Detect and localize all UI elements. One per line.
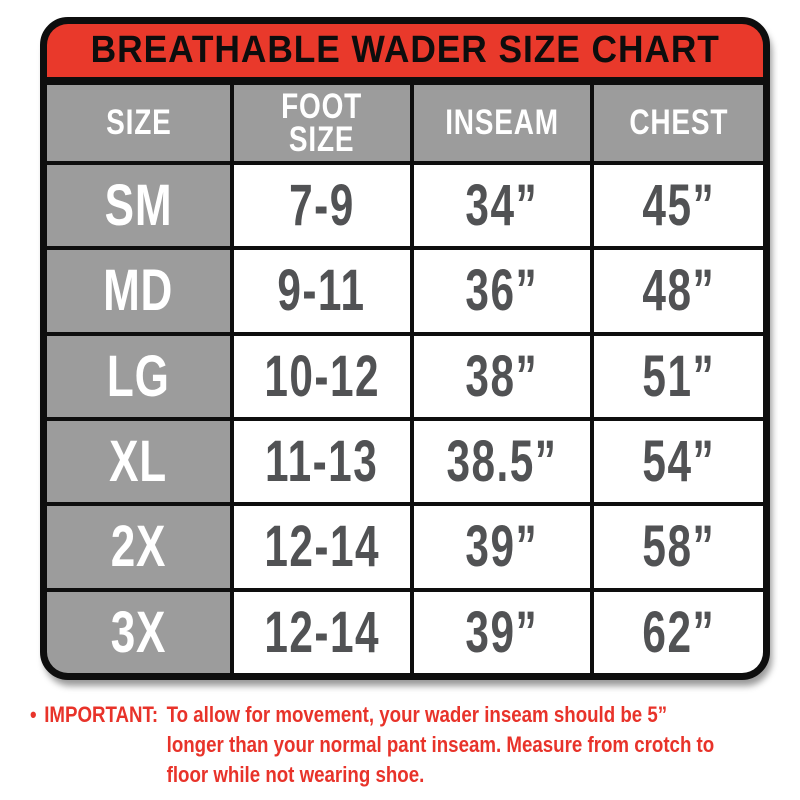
- important-note: • IMPORTANT: To allow for movement, your…: [30, 700, 714, 790]
- size-label: XL: [109, 429, 168, 495]
- note-line-3: floor while not wearing shoe.: [166, 762, 425, 787]
- header-label-foot-size: FOOT SIZE: [281, 86, 363, 159]
- header-cell-foot-size: FOOT SIZE: [233, 85, 410, 161]
- table-row-3x-foot-cell: 12-14: [233, 591, 410, 673]
- table-row-sm-size-cell: SM: [47, 165, 230, 247]
- foot-size-value: 11-13: [265, 429, 379, 495]
- header-label-size: SIZE: [105, 103, 172, 143]
- size-label: 3X: [110, 599, 167, 665]
- note-line-2: longer than your normal pant inseam. Mea…: [166, 732, 715, 757]
- table-row-xl-chest-cell: 54”: [593, 421, 763, 503]
- table-row-lg-size-cell: LG: [47, 335, 230, 417]
- size-table: SIZE FOOT SIZE INSEAM CHEST SM 7-9 34”: [47, 85, 763, 673]
- table-row-lg-foot-cell: 10-12: [233, 335, 410, 417]
- page-title: BREATHABLE WADER SIZE CHART: [90, 29, 720, 71]
- table-row-sm-foot-cell: 7-9: [233, 165, 410, 247]
- important-note-label: IMPORTANT:: [44, 702, 159, 727]
- table-row-md-chest-cell: 48”: [593, 250, 763, 332]
- table-row-3x-chest-cell: 62”: [593, 591, 763, 673]
- table-row-2x-chest-cell: 58”: [593, 506, 763, 588]
- foot-size-value: 12-14: [264, 514, 380, 580]
- important-note-text: To allow for movement, your wader inseam…: [167, 700, 715, 790]
- table-row-3x-size-cell: 3X: [47, 591, 230, 673]
- size-label: MD: [103, 258, 174, 324]
- title-banner: BREATHABLE WADER SIZE CHART: [47, 24, 763, 77]
- table-row-2x-inseam-cell: 39”: [413, 506, 590, 588]
- chest-value: 62”: [642, 599, 715, 665]
- header-cell-inseam: INSEAM: [413, 85, 590, 161]
- inseam-value: 36”: [465, 258, 539, 324]
- header-cell-size: SIZE: [47, 85, 230, 161]
- foot-size-value: 7-9: [289, 173, 355, 239]
- chest-value: 58”: [642, 514, 715, 580]
- header-cell-chest: CHEST: [593, 85, 763, 161]
- table-row-xl-inseam-cell: 38.5”: [413, 421, 590, 503]
- size-chart-card: BREATHABLE WADER SIZE CHART SIZE FOOT SI…: [40, 17, 770, 680]
- table-row-md-foot-cell: 9-11: [233, 250, 410, 332]
- table-row-xl-size-cell: XL: [47, 421, 230, 503]
- header-label-inseam: INSEAM: [444, 103, 559, 143]
- foot-size-value: 9-11: [277, 258, 366, 324]
- size-label: LG: [107, 343, 170, 409]
- chest-value: 54”: [642, 429, 715, 495]
- size-label: SM: [104, 173, 173, 239]
- table-row-lg-inseam-cell: 38”: [413, 335, 590, 417]
- header-label-chest: CHEST: [628, 103, 728, 143]
- table-row-lg-chest-cell: 51”: [593, 335, 763, 417]
- inseam-value: 39”: [465, 599, 539, 665]
- chest-value: 45”: [642, 173, 715, 239]
- table-row-sm-inseam-cell: 34”: [413, 165, 590, 247]
- table-row-md-inseam-cell: 36”: [413, 250, 590, 332]
- inseam-value: 38”: [465, 343, 539, 409]
- size-label: 2X: [110, 514, 167, 580]
- table-row-md-size-cell: MD: [47, 250, 230, 332]
- table-row-sm-chest-cell: 45”: [593, 165, 763, 247]
- chest-value: 51”: [642, 343, 715, 409]
- bullet-icon: •: [30, 702, 37, 727]
- chest-value: 48”: [642, 258, 715, 324]
- inseam-value: 34”: [465, 173, 539, 239]
- table-row-2x-size-cell: 2X: [47, 506, 230, 588]
- foot-size-value: 10-12: [264, 343, 380, 409]
- table-row-2x-foot-cell: 12-14: [233, 506, 410, 588]
- note-line-1: To allow for movement, your wader inseam…: [166, 702, 668, 727]
- foot-size-value: 12-14: [264, 599, 380, 665]
- table-row-xl-foot-cell: 11-13: [233, 421, 410, 503]
- inseam-value: 39”: [465, 514, 539, 580]
- table-row-3x-inseam-cell: 39”: [413, 591, 590, 673]
- inseam-value: 38.5”: [446, 429, 558, 495]
